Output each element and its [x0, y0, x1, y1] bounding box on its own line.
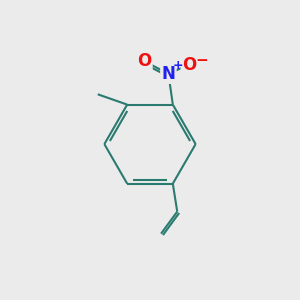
- Text: −: −: [195, 53, 208, 68]
- Text: +: +: [172, 59, 183, 72]
- Text: O: O: [137, 52, 152, 70]
- Text: N: N: [161, 65, 175, 83]
- Text: O: O: [182, 56, 196, 74]
